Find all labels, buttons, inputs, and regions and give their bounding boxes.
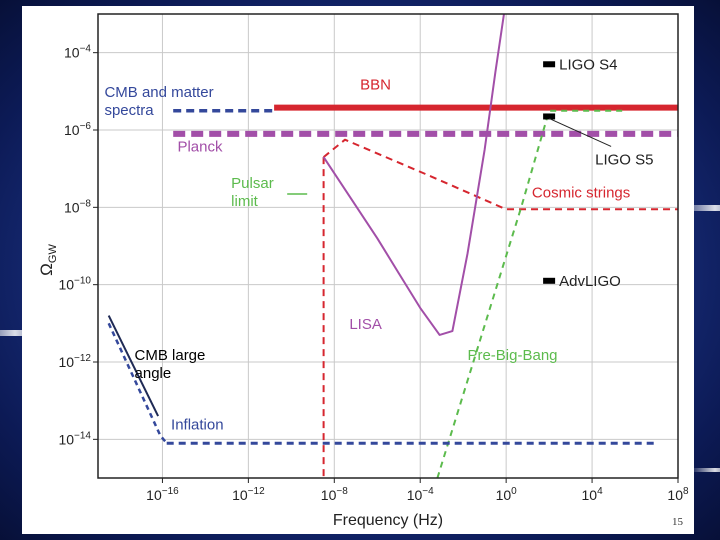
series-pre-big-bang [436,109,625,478]
y-tick-labels: 10−4 10−6 10−8 10−10 10−12 10−14 [58,44,98,447]
x-tick-label: 10−16 [146,486,179,503]
series-cosmic-strings [322,138,678,211]
figure-panel: LIGO S4 LIGO S5 AdvLIGO CMB and matter spec… [22,6,694,534]
y-axis-label: ΩGW [37,244,59,276]
series-inflation-rise [107,322,168,444]
y-tick-label: 10−6 [64,121,91,138]
y-tick-label: 10−14 [58,430,91,447]
lisa-label: LISA [349,316,382,333]
x-tick-label: 10−8 [321,486,348,503]
cmb-matter-label: CMB and matter spectra [104,84,213,119]
plot-frame [97,13,679,479]
y-tick-label: 10−8 [64,198,91,215]
x-tick-label: 104 [582,486,604,503]
background-streak-right-lower [690,468,720,472]
marker-ligo-s4 [543,61,556,68]
gw-spectrum-chart: LIGO S4 LIGO S5 AdvLIGO CMB and matter spec… [37,13,689,529]
label-ligo-s5: LIGO S5 [595,151,653,168]
y-tick-label: 10−4 [64,44,91,61]
x-tick-label: 100 [496,486,518,503]
x-tick-label: 10−4 [407,486,434,503]
ligo-s5-pointer [548,118,612,147]
series-lisa [322,14,505,336]
cosmic-strings-label: Cosmic strings [532,185,630,202]
inflation-label: Inflation [171,417,224,434]
background-streak-right [675,205,720,211]
cmb-large-angle-label: CMB large angle [135,347,206,382]
pulsar-label: Pulsar limit [231,175,274,210]
label-adv-ligo: AdvLIGO [559,273,621,290]
curve-labels: CMB and matter spectra BBN Planck Pulsar limi… [104,76,630,433]
y-tick-label: 10−10 [58,276,91,293]
page-number: 15 [672,516,683,528]
detector-markers: LIGO S4 LIGO S5 AdvLIGO [543,56,653,290]
label-ligo-s4: LIGO S4 [559,56,617,73]
marker-adv-ligo [543,277,556,284]
series-cmb-large-angle [107,315,159,417]
pre-big-bang-label: Pre-Big-Bang [467,347,557,364]
series-lines [107,14,678,478]
y-tick-label: 10−12 [58,353,91,370]
plot-area [98,14,678,478]
bbn-label: BBN [360,76,391,93]
x-tick-label: 10−12 [232,486,265,503]
x-tick-label: 108 [667,486,689,503]
planck-label: Planck [177,138,223,155]
x-tick-labels: 10−16 10−12 10−8 10−4 100 104 108 [146,478,689,503]
x-axis-label: Frequency (Hz) [333,512,443,529]
marker-ligo-s5 [543,113,556,120]
